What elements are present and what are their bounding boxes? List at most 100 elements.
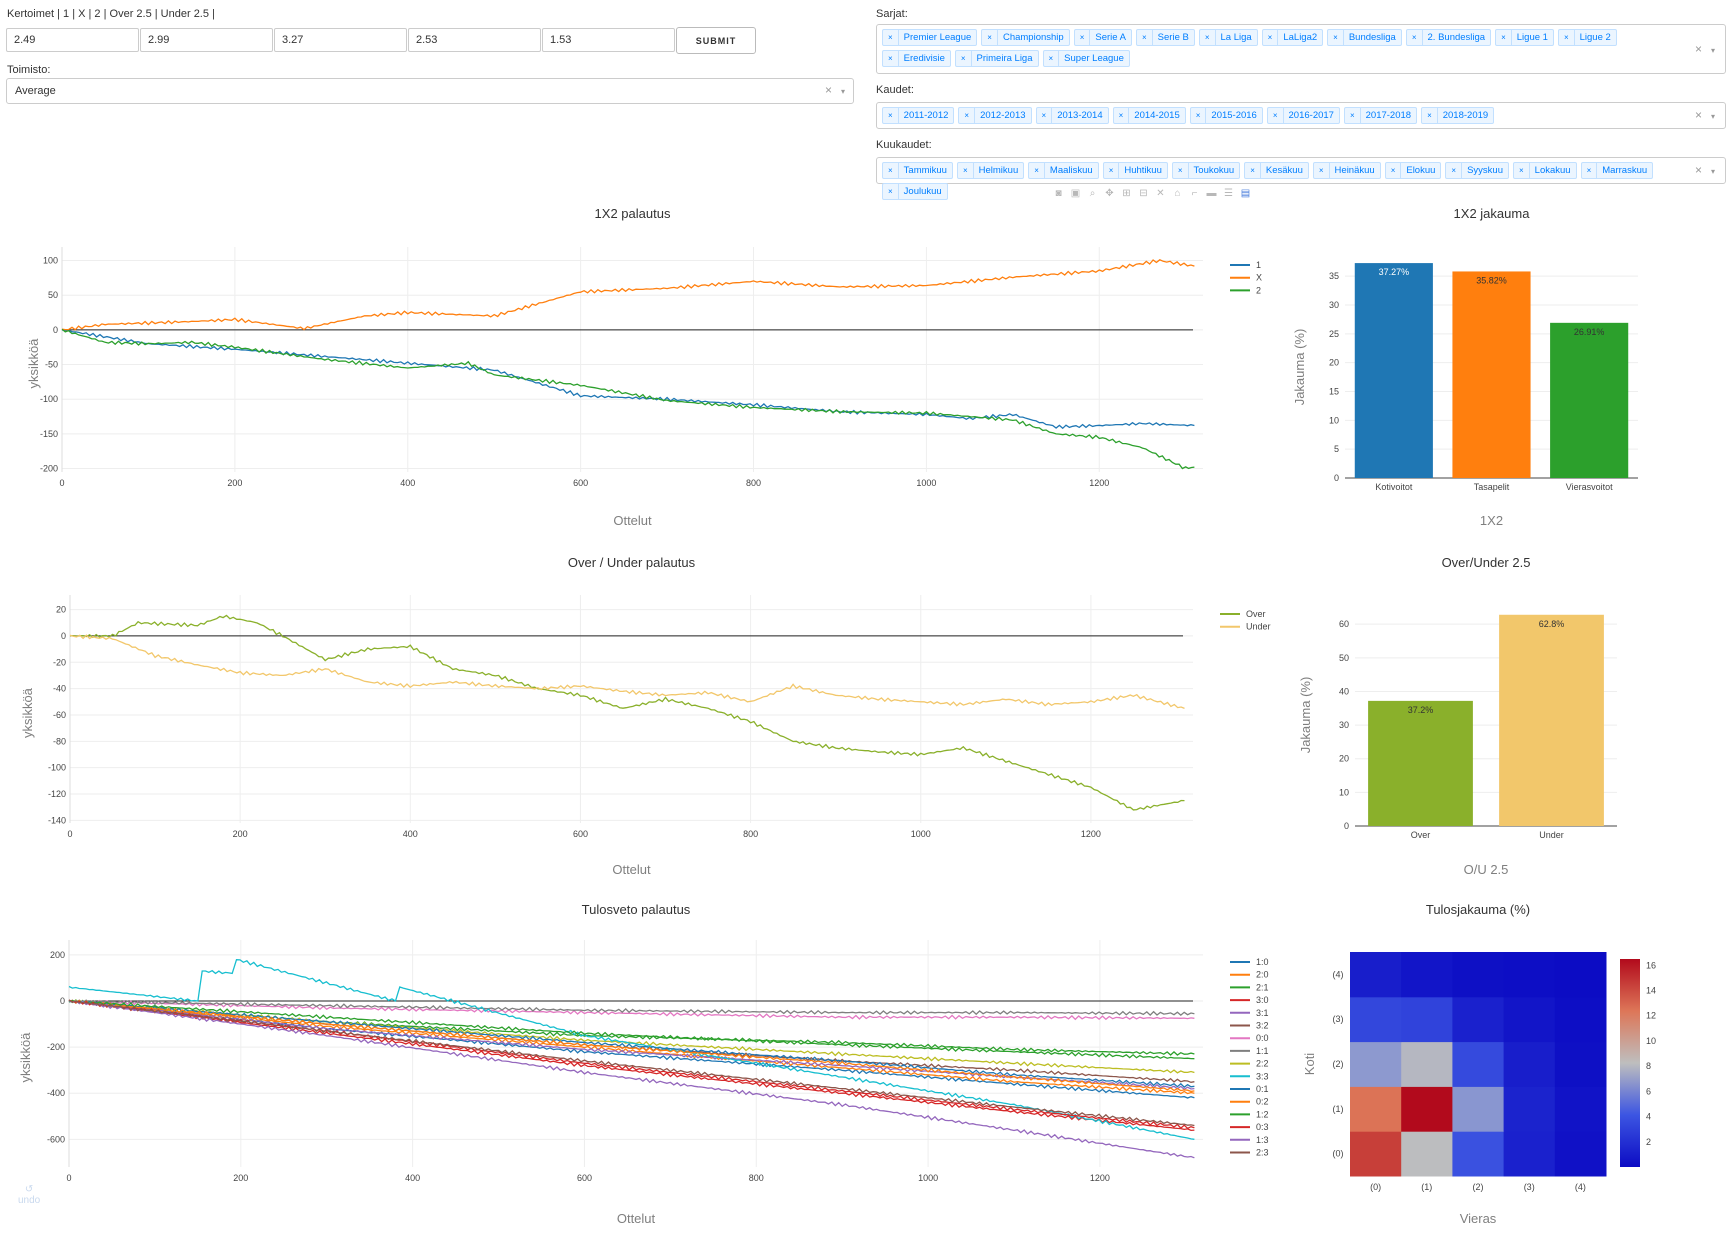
odds-over-input[interactable] — [408, 28, 541, 52]
league-tag[interactable]: × Primeira Liga — [954, 50, 1039, 67]
league-tag[interactable]: × Serie B — [1136, 29, 1195, 46]
remove-tag-icon[interactable]: × — [1245, 163, 1261, 178]
month-tag[interactable]: × Helmikuu — [956, 162, 1025, 179]
remove-tag-icon[interactable]: × — [1514, 163, 1530, 178]
odds-2-input[interactable] — [274, 28, 407, 52]
remove-tag-icon[interactable]: × — [1114, 108, 1130, 123]
heatmap-cell[interactable] — [1452, 1041, 1505, 1087]
league-tag[interactable]: × La Liga — [1198, 29, 1258, 46]
month-tag[interactable]: × Joulukuu — [882, 183, 948, 200]
remove-tag-icon[interactable]: × — [982, 30, 998, 45]
hover-compare-icon[interactable]: ☰ — [1224, 188, 1233, 199]
remove-tag-icon[interactable]: × — [1137, 30, 1153, 45]
month-tag[interactable]: × Maaliskuu — [1028, 162, 1099, 179]
remove-tag-icon[interactable]: × — [883, 163, 899, 178]
remove-tag-icon[interactable]: × — [1037, 108, 1053, 123]
zoom-icon[interactable]: ⌕ — [1089, 188, 1096, 199]
season-tag[interactable]: × 2014-2015 — [1112, 107, 1186, 124]
season-tag[interactable]: × 2013-2014 — [1035, 107, 1109, 124]
remove-tag-icon[interactable]: × — [1263, 30, 1279, 45]
month-tag[interactable]: × Marraskuu — [1580, 162, 1654, 179]
league-tag[interactable]: × Ligue 1 — [1495, 29, 1554, 46]
series-line-2[interactable] — [61, 328, 1195, 470]
bar-vierasvoitot[interactable] — [1550, 322, 1629, 478]
season-tag[interactable]: × 2017-2018 — [1343, 107, 1418, 124]
league-tag[interactable]: × Premier League — [882, 29, 978, 46]
series-line-3-1[interactable] — [68, 1000, 1195, 1090]
series-line-2-3[interactable] — [68, 999, 1195, 1127]
remove-tag-icon[interactable]: × — [1075, 30, 1091, 45]
season-tag[interactable]: × 2016-2017 — [1266, 107, 1340, 124]
series-line-1-1[interactable] — [68, 999, 1195, 1017]
remove-tag-icon[interactable]: × — [1173, 163, 1189, 178]
chevron-down-icon[interactable]: ▾ — [1711, 112, 1716, 121]
remove-tag-icon[interactable]: × — [883, 108, 899, 123]
heatmap-cell[interactable] — [1554, 1041, 1607, 1087]
month-tag[interactable]: × Heinäkuu — [1312, 162, 1381, 179]
remove-tag-icon[interactable]: × — [1446, 163, 1463, 178]
remove-tag-icon[interactable]: × — [1422, 108, 1438, 123]
series-line-2-0[interactable] — [68, 999, 1195, 1095]
odds-x-input[interactable] — [140, 28, 273, 52]
league-tag[interactable]: × Eredivisie — [882, 50, 951, 67]
remove-tag-icon[interactable]: × — [883, 51, 899, 66]
heatmap-cell[interactable] — [1350, 952, 1402, 998]
autoscale-icon[interactable]: ✕ — [1156, 188, 1165, 199]
heatmap-cell[interactable] — [1503, 1041, 1556, 1087]
remove-tag-icon[interactable]: × — [958, 163, 974, 178]
heatmap-cell[interactable] — [1503, 1131, 1556, 1177]
series-line-0-0[interactable] — [68, 999, 1195, 1021]
heatmap-cell[interactable] — [1554, 1131, 1607, 1177]
chevron-down-icon[interactable]: ▾ — [1711, 46, 1716, 55]
leagues-multiselect[interactable]: × Premier League × Championship × Serie A × Ser… — [876, 24, 1726, 74]
plotly-logo-icon[interactable]: ▤ — [1240, 188, 1251, 199]
bar-kotivoitot[interactable] — [1354, 263, 1433, 478]
submit-button[interactable]: SUBMIT — [676, 27, 756, 54]
league-tag[interactable]: × LaLiga2 — [1261, 29, 1324, 46]
league-tag[interactable]: × Bundesliga — [1327, 29, 1402, 46]
heatmap-cell[interactable] — [1401, 1041, 1453, 1087]
heatmap-cell[interactable] — [1350, 1041, 1402, 1087]
month-tag[interactable]: × Huhtikuu — [1102, 162, 1168, 179]
season-tag[interactable]: × 2018-2019 — [1421, 107, 1495, 124]
heatmap-cell[interactable] — [1350, 996, 1402, 1043]
month-tag[interactable]: × Elokuu — [1384, 162, 1442, 179]
pan-icon[interactable]: ✥ — [1105, 188, 1114, 199]
heatmap-cell[interactable] — [1503, 1086, 1556, 1132]
heatmap-cell[interactable] — [1452, 1131, 1505, 1177]
series-line-0-1[interactable] — [68, 1000, 1195, 1088]
remove-tag-icon[interactable]: × — [959, 108, 976, 123]
remove-tag-icon[interactable]: × — [1559, 30, 1575, 45]
heatmap-cell[interactable] — [1401, 1131, 1453, 1177]
reset-axes-icon[interactable]: ⌂ — [1174, 188, 1181, 199]
month-tag[interactable]: × Tammikuu — [882, 162, 953, 179]
odds-1-input[interactable] — [6, 28, 139, 52]
bookmaker-select[interactable]: Average × ▾ — [6, 78, 854, 104]
heatmap-cell[interactable] — [1350, 1131, 1402, 1177]
league-tag[interactable]: × Super League — [1042, 50, 1130, 67]
series-line-1-3[interactable] — [68, 1000, 1195, 1159]
remove-tag-icon[interactable]: × — [1328, 30, 1344, 45]
league-tag[interactable]: × 2. Bundesliga — [1405, 29, 1492, 46]
remove-tag-icon[interactable]: × — [1200, 30, 1216, 45]
series-line-3-3[interactable] — [68, 959, 1195, 1140]
months-multiselect[interactable]: × Tammikuu × Helmikuu × Maaliskuu × Huhtikuu × To… — [876, 157, 1726, 200]
bar-under[interactable] — [1499, 614, 1604, 826]
heatmap-cell[interactable] — [1401, 996, 1453, 1043]
clear-icon[interactable]: × — [825, 83, 833, 97]
league-tag[interactable]: × Ligue 2 — [1557, 29, 1617, 46]
odds-under-input[interactable] — [542, 28, 675, 52]
heatmap-cell[interactable] — [1554, 1086, 1607, 1132]
heatmap-cell[interactable] — [1503, 996, 1556, 1043]
clear-icon[interactable]: × — [1695, 163, 1703, 177]
heatmap-cell[interactable] — [1452, 996, 1505, 1043]
remove-tag-icon[interactable]: × — [1029, 163, 1045, 178]
month-tag[interactable]: × Lokakuu — [1513, 162, 1577, 179]
remove-tag-icon[interactable]: × — [883, 30, 899, 45]
bar-over[interactable] — [1368, 700, 1473, 826]
remove-tag-icon[interactable]: × — [1044, 51, 1060, 66]
season-tag[interactable]: × 2015-2016 — [1189, 107, 1263, 124]
remove-tag-icon[interactable]: × — [1496, 30, 1512, 45]
league-tag[interactable]: × Serie A — [1073, 29, 1132, 46]
clear-icon[interactable]: × — [1695, 42, 1703, 56]
